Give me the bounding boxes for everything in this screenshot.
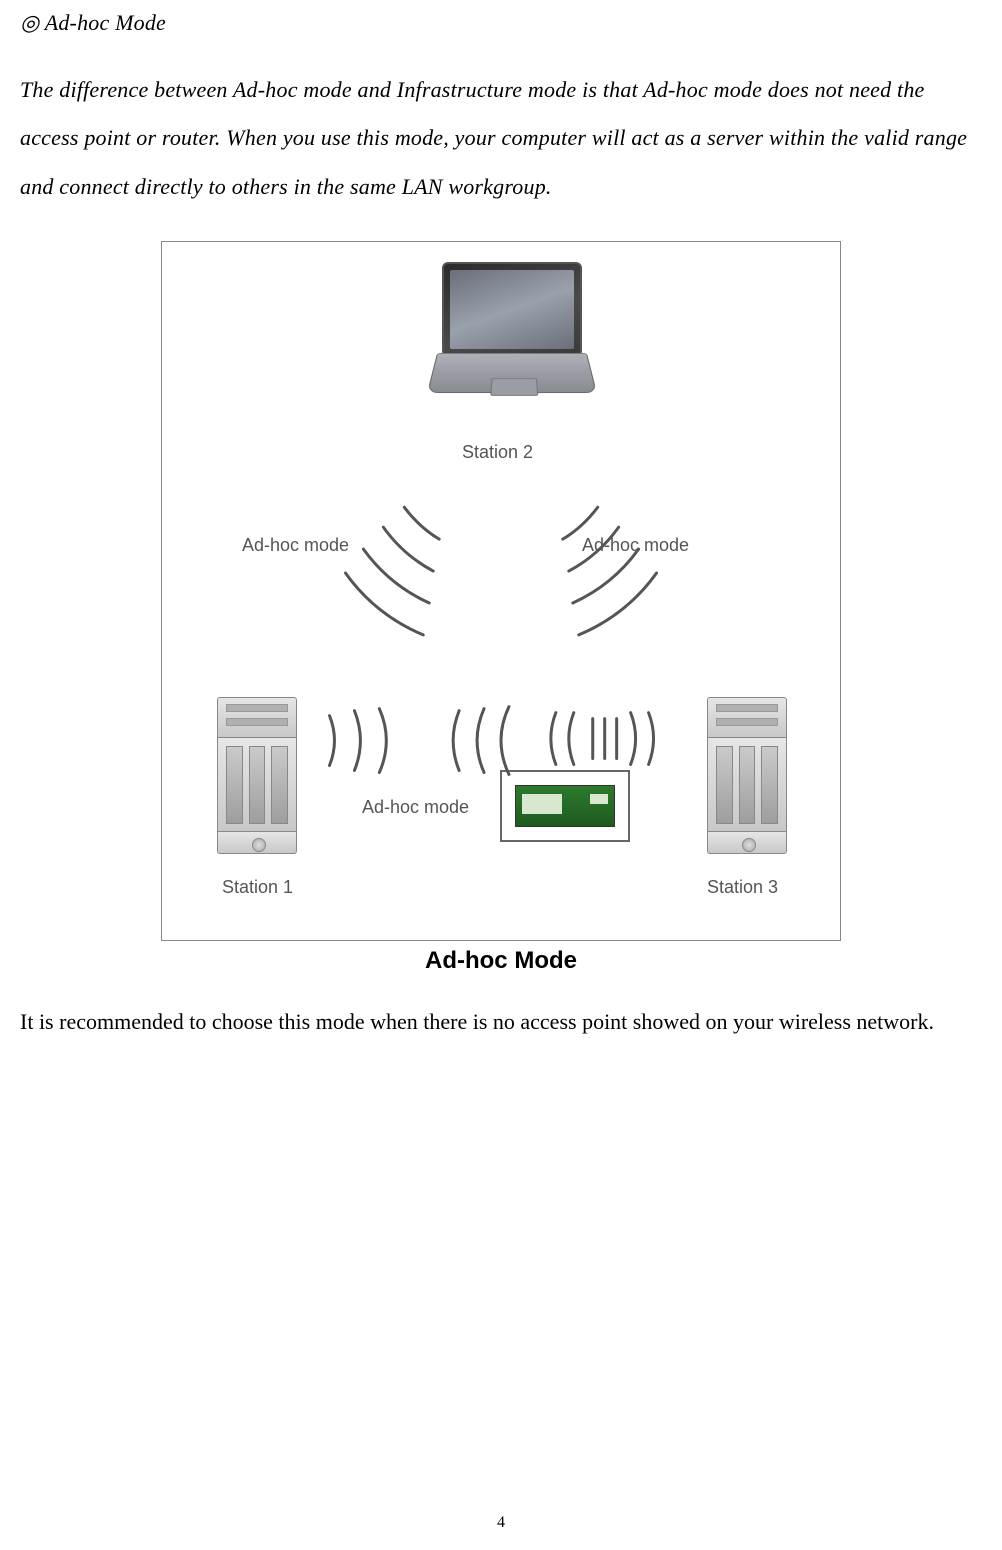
label-adhoc-right: Ad-hoc mode — [582, 535, 689, 556]
adhoc-diagram: Station 2 Ad-hoc mode Ad-hoc mode Ad-hoc… — [161, 241, 841, 941]
label-adhoc-left: Ad-hoc mode — [242, 535, 349, 556]
figure-caption: Ad-hoc Mode — [425, 947, 577, 975]
label-adhoc-center: Ad-hoc mode — [362, 797, 469, 818]
label-station1: Station 1 — [222, 877, 293, 898]
tower-station1 — [217, 697, 297, 854]
label-station2: Station 2 — [462, 442, 533, 463]
page-number: 4 — [0, 1514, 1002, 1532]
recommendation-paragraph: It is recommended to choose this mode wh… — [20, 1000, 982, 1044]
wifi-card-icon — [500, 770, 630, 842]
tower-station3 — [707, 697, 787, 854]
laptop-station2 — [432, 262, 592, 403]
figure-wrapper: Station 2 Ad-hoc mode Ad-hoc mode Ad-hoc… — [20, 241, 982, 975]
label-station3: Station 3 — [707, 877, 778, 898]
intro-paragraph: The difference between Ad-hoc mode and I… — [20, 66, 982, 211]
section-heading: ◎ Ad-hoc Mode — [20, 10, 982, 36]
